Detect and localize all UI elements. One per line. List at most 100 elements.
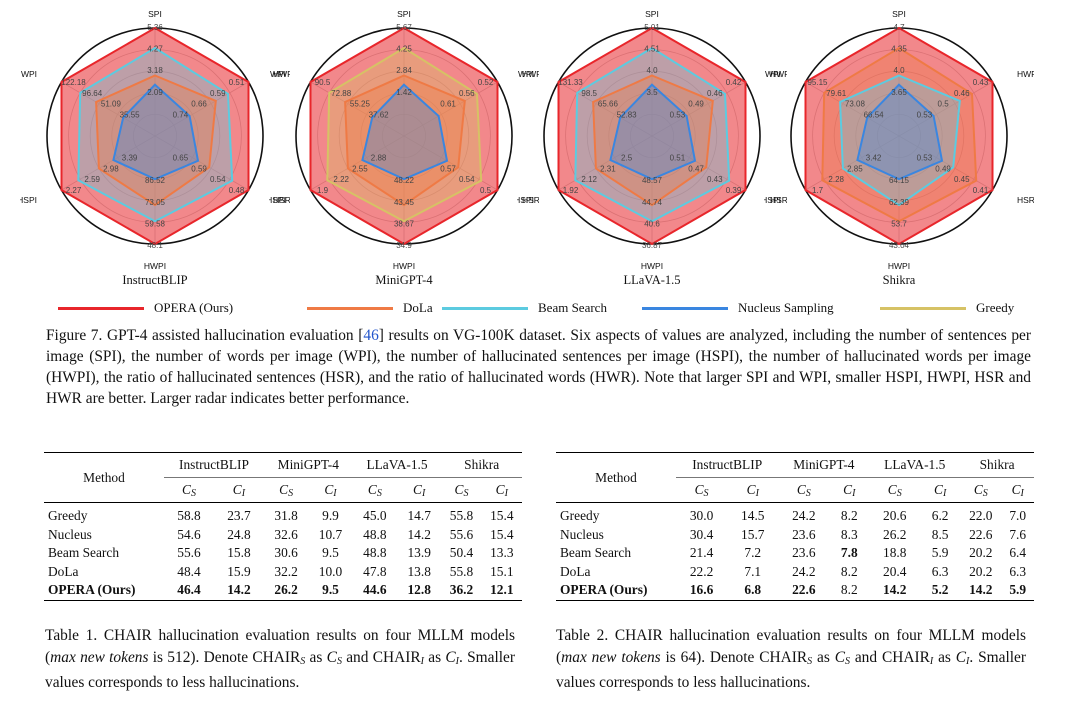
citation-link[interactable]: 46: [363, 327, 379, 344]
value-cell: 12.8: [397, 581, 442, 601]
legend-greedy: Greedy: [880, 298, 1014, 318]
radar-value-label: 0.48: [229, 186, 245, 195]
value-cell: 23.7: [227, 508, 251, 524]
value-cell: 15.1: [490, 563, 514, 579]
figure-legend: OPERA (Ours) DoLa Beam Search Nucleus Sa…: [58, 298, 1028, 318]
caption-text: Figure 7. GPT-4 assisted hallucination e…: [46, 327, 364, 344]
value-cell: 58.8: [177, 508, 201, 524]
legend-label: Beam Search: [538, 300, 607, 315]
radar-value-label: 73.08: [845, 100, 866, 109]
caption-text: . Smaller values corresponds to less hal…: [45, 648, 515, 692]
radar-value-label: 0.65: [173, 154, 189, 163]
radar-series-beam-search: [839, 74, 961, 207]
radar-value-label: 4.51: [644, 45, 660, 54]
radar-value-label: 2.09: [147, 88, 163, 97]
radar-axis-label: SPI: [397, 9, 411, 19]
value-cell: 55.8: [449, 563, 474, 579]
radar-value-label: 3.42: [866, 154, 882, 163]
radar-axis-label: HWR: [522, 69, 539, 79]
table-row: Beam Search 55.6 15.8 30.6 9.5 48.8 13.9 50.4 13…: [44, 544, 522, 563]
value-cell: 13.3: [490, 545, 514, 561]
table-row: DoLa 22.2 7.1 24.2 8.2 20.4 6.3 20.2 6.3: [556, 563, 1034, 582]
legend-label: DoLa: [403, 300, 433, 315]
method-cell: Nucleus: [560, 526, 604, 542]
radar-axis-label: HWPI: [641, 261, 663, 271]
radar-value-label: 2.12: [581, 175, 597, 184]
radar-value-label: 4.35: [891, 45, 907, 54]
radar-value-label: 3.5: [646, 88, 658, 97]
value-cell: 13.8: [407, 563, 431, 579]
radar-series-opera-ours-: [60, 26, 250, 246]
method-cell: OPERA (Ours): [556, 581, 676, 601]
value-cell: 13.9: [407, 545, 431, 561]
radar-value-label: 0.53: [670, 110, 686, 119]
radar-value-label: 62.39: [889, 198, 910, 207]
radar-value-label: 0.46: [954, 89, 970, 98]
value-cell: 26.2: [263, 581, 309, 601]
radar-value-label: 2.85: [847, 164, 863, 173]
radar-axis-label: HWR: [273, 69, 290, 79]
legend-nucleus: Nucleus Sampling: [642, 298, 834, 318]
value-cell: 6.2: [931, 508, 949, 524]
value-cell: 30.4: [689, 526, 714, 542]
radar-axis-label: HWPI: [144, 261, 166, 271]
radar-value-label: 0.5: [480, 186, 492, 195]
method-header: Method: [44, 452, 164, 503]
value-cell: 9.5: [322, 545, 339, 561]
radar-value-label: 0.46: [707, 89, 723, 98]
chair-i-header: CI: [397, 477, 442, 503]
caption-text: . Smaller values corresponds to less hal…: [556, 648, 1026, 692]
radar-value-label: 0.47: [688, 164, 704, 173]
radar-value-label: 2.84: [396, 66, 412, 75]
table-1: Method InstructBLIP MiniGPT-4 LLaVA-1.5 Shik…: [44, 452, 522, 601]
radar-value-label: 90.5: [315, 78, 331, 87]
radar-value-label: 1.92: [563, 186, 579, 195]
legend-label: Nucleus Sampling: [738, 300, 834, 315]
legend-swatch: [307, 306, 393, 310]
value-cell: 24.8: [227, 526, 251, 542]
radar-axis-label: SPI: [645, 9, 659, 19]
value-cell: 20.2: [969, 563, 993, 579]
radar-value-label: 44.74: [642, 198, 663, 207]
model-header: LLaVA-1.5: [352, 452, 442, 478]
value-cell: 45.0: [363, 508, 387, 524]
value-cell: 14.2: [213, 581, 264, 601]
chair-s-header: CS: [960, 477, 1002, 503]
value-cell: 14.2: [407, 526, 431, 542]
caption-text: is 512). Denote CHAIR: [148, 648, 301, 666]
value-cell: 5.9: [931, 545, 949, 561]
radar-value-label: 48.22: [394, 176, 415, 185]
radar-value-label: 36.87: [642, 241, 663, 250]
figure-caption: Figure 7. GPT-4 assisted hallucination e…: [46, 325, 1031, 409]
value-cell: 15.7: [741, 526, 765, 542]
value-cell: 6.4: [1009, 545, 1027, 561]
chair-s-header: CS: [441, 477, 482, 503]
table-row: Nucleus 54.6 24.8 32.6 10.7 48.8 14.2 55.6 15.4: [44, 526, 522, 545]
radar-series-nucleus-sampling: [856, 83, 944, 181]
radar-value-label: 2.28: [828, 175, 844, 184]
radar-value-label: 95.15: [807, 78, 828, 87]
value-cell: 30.0: [689, 508, 714, 524]
value-cell: 48.8: [363, 526, 387, 542]
radar-value-label: 0.59: [210, 89, 226, 98]
chair-s-header: CS: [778, 477, 830, 503]
caption-text: is 64). Denote CHAIR: [660, 648, 808, 666]
radar-axis-label: HSR: [522, 195, 539, 205]
radar-value-label: 0.66: [191, 100, 207, 109]
radar-series-dola: [95, 74, 217, 207]
value-cell: 15.8: [227, 545, 251, 561]
radar-value-label: 0.56: [459, 89, 475, 98]
table-2: Method InstructBLIP MiniGPT-4 LLaVA-1.5 Shik…: [556, 452, 1034, 601]
value-cell: 6.3: [1009, 563, 1027, 579]
value-cell: 14.5: [741, 508, 765, 524]
radar-value-label: 5.01: [644, 23, 660, 32]
table-2-caption: Table 2. CHAIR hallucination evaluation …: [556, 627, 1026, 692]
radar-svg: 5.67 4.25 2.84 1.42 0.520.560.61 0.5 0.540.57 3…: [266, 9, 542, 287]
value-cell: 7.1: [744, 563, 762, 579]
radar-value-label: 2.59: [84, 175, 100, 184]
caption-text: max new tokens: [50, 648, 149, 666]
table-1-caption: Table 1. CHAIR hallucination evaluation …: [45, 627, 515, 692]
value-cell: 7.2: [744, 545, 762, 561]
radar-value-label: 0.51: [229, 78, 245, 87]
radar-axis-label: HSR: [1017, 195, 1034, 205]
